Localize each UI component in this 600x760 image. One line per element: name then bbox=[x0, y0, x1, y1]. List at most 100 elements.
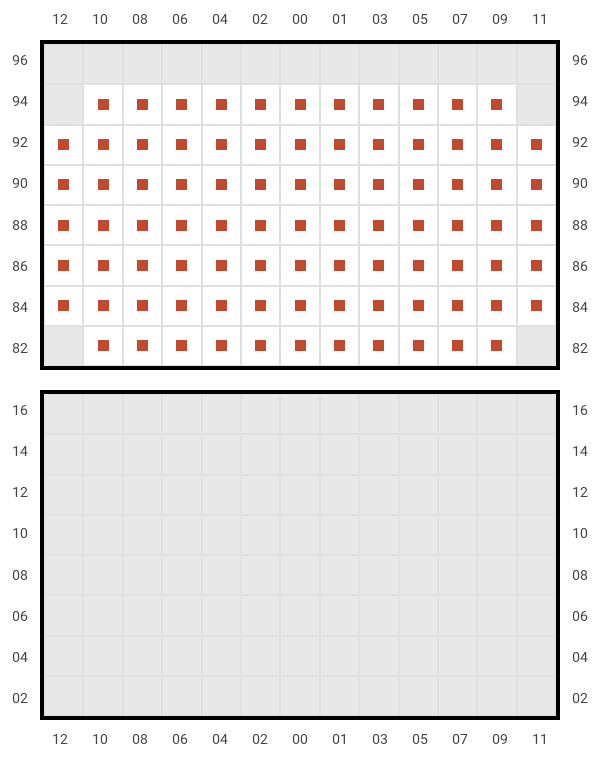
seat-cell[interactable] bbox=[83, 326, 122, 366]
seat-cell[interactable] bbox=[162, 394, 201, 434]
seat-cell[interactable] bbox=[83, 394, 122, 434]
seat-cell[interactable] bbox=[202, 125, 241, 165]
seat-cell[interactable] bbox=[202, 84, 241, 124]
seat-cell[interactable] bbox=[280, 394, 319, 434]
seat-cell[interactable] bbox=[162, 676, 201, 716]
seat-cell[interactable] bbox=[359, 84, 398, 124]
seat-cell[interactable] bbox=[162, 125, 201, 165]
seat-cell[interactable] bbox=[399, 205, 438, 245]
seat-cell[interactable] bbox=[320, 84, 359, 124]
seat-cell[interactable] bbox=[477, 286, 516, 326]
seat-cell[interactable] bbox=[280, 286, 319, 326]
seat-cell[interactable] bbox=[44, 595, 83, 635]
seat-cell[interactable] bbox=[280, 245, 319, 285]
seat-cell[interactable] bbox=[44, 165, 83, 205]
seat-cell[interactable] bbox=[438, 326, 477, 366]
seat-cell[interactable] bbox=[320, 434, 359, 474]
seat-cell[interactable] bbox=[359, 205, 398, 245]
seat-cell[interactable] bbox=[123, 515, 162, 555]
seat-cell[interactable] bbox=[320, 676, 359, 716]
seat-cell[interactable] bbox=[517, 245, 556, 285]
seat-cell[interactable] bbox=[320, 205, 359, 245]
seat-cell[interactable] bbox=[517, 326, 556, 366]
seat-cell[interactable] bbox=[320, 165, 359, 205]
seat-cell[interactable] bbox=[477, 555, 516, 595]
seat-cell[interactable] bbox=[241, 44, 280, 84]
seat-cell[interactable] bbox=[438, 636, 477, 676]
seat-cell[interactable] bbox=[241, 245, 280, 285]
seat-cell[interactable] bbox=[44, 205, 83, 245]
seat-cell[interactable] bbox=[477, 125, 516, 165]
seat-cell[interactable] bbox=[517, 555, 556, 595]
seat-cell[interactable] bbox=[123, 595, 162, 635]
seat-cell[interactable] bbox=[83, 475, 122, 515]
seat-cell[interactable] bbox=[162, 84, 201, 124]
seat-cell[interactable] bbox=[83, 205, 122, 245]
seat-cell[interactable] bbox=[83, 515, 122, 555]
seat-cell[interactable] bbox=[477, 676, 516, 716]
seat-cell[interactable] bbox=[280, 555, 319, 595]
seat-cell[interactable] bbox=[438, 434, 477, 474]
seat-cell[interactable] bbox=[44, 44, 83, 84]
seat-cell[interactable] bbox=[280, 475, 319, 515]
seat-cell[interactable] bbox=[477, 205, 516, 245]
seat-cell[interactable] bbox=[202, 205, 241, 245]
seat-cell[interactable] bbox=[123, 676, 162, 716]
seat-cell[interactable] bbox=[477, 84, 516, 124]
seat-cell[interactable] bbox=[241, 84, 280, 124]
seat-cell[interactable] bbox=[83, 636, 122, 676]
seat-cell[interactable] bbox=[438, 555, 477, 595]
seat-cell[interactable] bbox=[241, 676, 280, 716]
seat-cell[interactable] bbox=[399, 394, 438, 434]
seat-cell[interactable] bbox=[399, 475, 438, 515]
seat-cell[interactable] bbox=[83, 165, 122, 205]
seat-cell[interactable] bbox=[123, 636, 162, 676]
seat-cell[interactable] bbox=[517, 434, 556, 474]
seat-cell[interactable] bbox=[477, 44, 516, 84]
seat-cell[interactable] bbox=[399, 636, 438, 676]
seat-cell[interactable] bbox=[44, 326, 83, 366]
seat-cell[interactable] bbox=[320, 44, 359, 84]
seat-cell[interactable] bbox=[320, 555, 359, 595]
seat-cell[interactable] bbox=[477, 326, 516, 366]
seat-cell[interactable] bbox=[320, 286, 359, 326]
seat-cell[interactable] bbox=[202, 165, 241, 205]
seat-cell[interactable] bbox=[320, 245, 359, 285]
seat-cell[interactable] bbox=[438, 44, 477, 84]
seat-cell[interactable] bbox=[517, 676, 556, 716]
seat-cell[interactable] bbox=[162, 595, 201, 635]
seat-cell[interactable] bbox=[359, 676, 398, 716]
seat-cell[interactable] bbox=[359, 515, 398, 555]
seat-cell[interactable] bbox=[241, 165, 280, 205]
seat-cell[interactable] bbox=[359, 125, 398, 165]
seat-cell[interactable] bbox=[241, 434, 280, 474]
seat-cell[interactable] bbox=[162, 326, 201, 366]
seat-cell[interactable] bbox=[399, 595, 438, 635]
seat-cell[interactable] bbox=[399, 245, 438, 285]
seat-cell[interactable] bbox=[241, 555, 280, 595]
seat-cell[interactable] bbox=[399, 165, 438, 205]
seat-cell[interactable] bbox=[162, 245, 201, 285]
seat-cell[interactable] bbox=[320, 326, 359, 366]
seat-cell[interactable] bbox=[83, 555, 122, 595]
seat-cell[interactable] bbox=[438, 205, 477, 245]
seat-cell[interactable] bbox=[202, 394, 241, 434]
seat-cell[interactable] bbox=[517, 394, 556, 434]
seat-cell[interactable] bbox=[162, 434, 201, 474]
seat-cell[interactable] bbox=[162, 205, 201, 245]
seat-cell[interactable] bbox=[44, 475, 83, 515]
seat-cell[interactable] bbox=[477, 165, 516, 205]
seat-cell[interactable] bbox=[44, 676, 83, 716]
seat-cell[interactable] bbox=[123, 434, 162, 474]
seat-cell[interactable] bbox=[399, 434, 438, 474]
seat-cell[interactable] bbox=[399, 515, 438, 555]
seat-cell[interactable] bbox=[83, 676, 122, 716]
seat-cell[interactable] bbox=[477, 515, 516, 555]
seat-cell[interactable] bbox=[438, 286, 477, 326]
seat-cell[interactable] bbox=[438, 245, 477, 285]
seat-cell[interactable] bbox=[202, 326, 241, 366]
seat-cell[interactable] bbox=[359, 595, 398, 635]
seat-cell[interactable] bbox=[280, 205, 319, 245]
seat-cell[interactable] bbox=[241, 595, 280, 635]
seat-cell[interactable] bbox=[399, 44, 438, 84]
